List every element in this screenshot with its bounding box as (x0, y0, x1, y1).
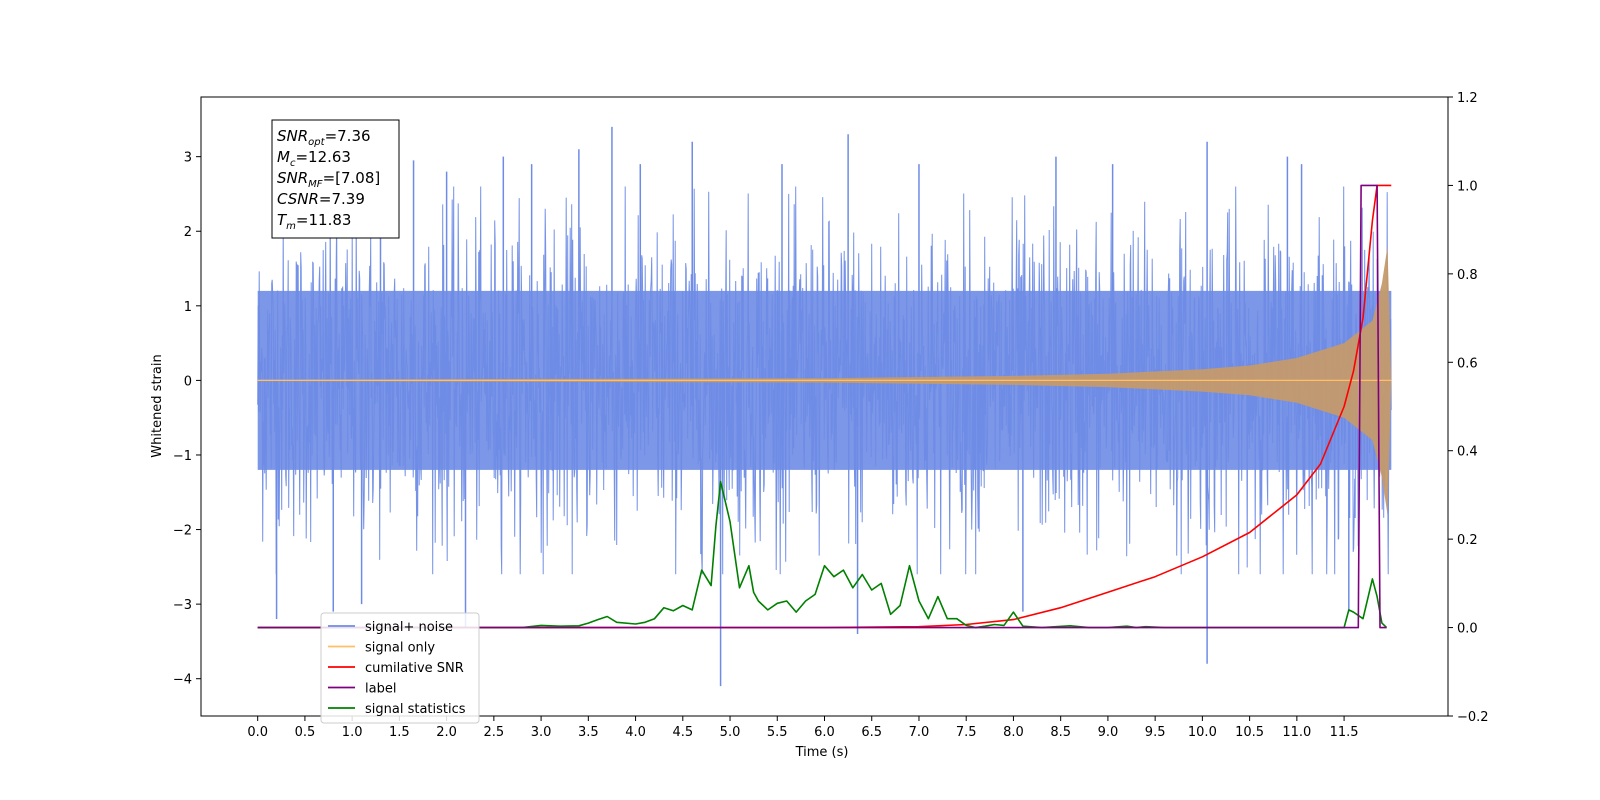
legend-entry: label (365, 682, 396, 697)
legend-frame (320, 612, 480, 724)
y-left-tick-label: −3 (173, 598, 192, 613)
x-tick-label: 0.5 (295, 725, 316, 740)
x-tick-label: 1.5 (389, 725, 410, 740)
label-line (257, 184, 1387, 629)
annotation-line: CSNR=7.39 (277, 190, 365, 208)
x-tick-label: 3.5 (578, 725, 599, 740)
y-right-tick-label: 0.4 (1457, 445, 1478, 460)
legend: signal+ noise signal only cumilative SNR la… (320, 612, 480, 724)
y-left-tick-label: 3 (184, 151, 192, 166)
x-tick-label: 6.5 (861, 725, 882, 740)
y-right-tick-label: 0.0 (1457, 622, 1478, 637)
legend-entry: cumilative SNR (365, 661, 464, 676)
x-axis: 0.0 0.5 1.0 1.5 2.0 2.5 3.0 3.5 4.0 4.5 5.0 5.5 6.0 6… (247, 716, 1359, 740)
x-tick-label: 11.0 (1282, 725, 1311, 740)
x-axis-label: Time (s) (795, 745, 849, 760)
y-right-tick-label: −0.2 (1457, 710, 1489, 725)
x-tick-label: 4.0 (625, 725, 646, 740)
legend-entry: signal statistics (365, 702, 466, 717)
x-tick-label: 1.0 (342, 725, 363, 740)
x-tick-label: 3.0 (531, 725, 552, 740)
x-tick-label: 4.5 (672, 725, 693, 740)
x-tick-label: 11.5 (1330, 725, 1359, 740)
y-axis-label: Whitened strain (150, 354, 165, 457)
y-left-tick-label: 1 (184, 300, 192, 315)
y-right-tick-label: 0.8 (1457, 268, 1478, 283)
x-tick-label: 2.5 (484, 725, 505, 740)
annotation-line: Tm=11.83 (277, 211, 351, 232)
annotation-line: SNRopt=7.36 (277, 127, 371, 148)
x-tick-label: 8.5 (1050, 725, 1071, 740)
x-tick-label: 7.0 (909, 725, 930, 740)
x-tick-label: 5.5 (767, 725, 788, 740)
y-right-tick-label: 1.0 (1457, 179, 1478, 194)
y-axis-left: −4 −3 −2 −1 0 1 2 3 (173, 151, 201, 688)
x-tick-label: 9.0 (1098, 725, 1119, 740)
x-tick-label: 7.5 (956, 725, 977, 740)
x-tick-label: 5.0 (720, 725, 741, 740)
y-right-tick-label: 0.6 (1457, 356, 1478, 371)
x-tick-label: 8.0 (1003, 725, 1024, 740)
y-left-tick-label: 0 (184, 374, 192, 389)
legend-entry: signal+ noise (365, 620, 453, 635)
y-left-tick-label: −2 (173, 524, 192, 539)
signal-only-series (257, 246, 1392, 515)
x-tick-label: 10.0 (1188, 725, 1217, 740)
y-left-tick-label: −1 (173, 449, 192, 464)
legend-entry: signal only (365, 641, 435, 656)
y-right-tick-label: 1.2 (1457, 91, 1478, 106)
x-tick-label: 9.5 (1145, 725, 1166, 740)
x-tick-label: 10.5 (1235, 725, 1264, 740)
annotation-box: SNRopt=7.36Mc=12.63SNRMF=[7.08]CSNR=7.39… (271, 119, 400, 239)
y-axis-right: −0.2 0.0 0.2 0.4 0.6 0.8 1.0 1.2 (1448, 91, 1489, 725)
y-right-tick-label: 0.2 (1457, 533, 1478, 548)
x-tick-label: 6.0 (814, 725, 835, 740)
annotation-frame (271, 119, 400, 239)
right-axis-series (257, 184, 1392, 629)
annotation-line: SNRMF=[7.08] (277, 169, 380, 190)
x-tick-label: 0.0 (247, 725, 268, 740)
plot-area (257, 126, 1392, 687)
annotation-line: Mc=12.63 (277, 148, 351, 169)
x-tick-label: 2.0 (436, 725, 457, 740)
y-left-tick-label: 2 (184, 225, 192, 240)
y-left-tick-label: −4 (173, 673, 192, 688)
